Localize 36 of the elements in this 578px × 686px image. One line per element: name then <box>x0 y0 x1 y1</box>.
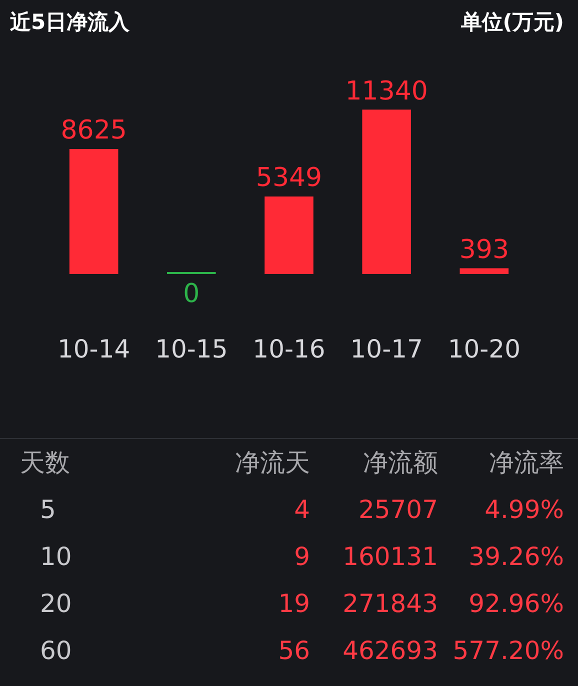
x-tick-label: 10-15 <box>155 334 228 364</box>
data-label: 0 <box>183 278 200 309</box>
text: 577.20% <box>452 635 564 667</box>
text: 19 <box>277 588 310 620</box>
text: 净流率 <box>488 447 564 479</box>
text: 60 <box>39 635 73 667</box>
data-label: 8625 <box>60 116 127 146</box>
text: 天数 <box>20 447 71 479</box>
bar <box>362 110 411 274</box>
text: 5 <box>39 494 57 526</box>
data-label: 5349 <box>256 163 322 194</box>
chart-subtitle: 单位(万元) <box>460 9 564 36</box>
bar <box>460 268 509 274</box>
text: 净流天 <box>234 447 310 479</box>
text: 271843 <box>342 588 438 620</box>
x-tick-label: 10-16 <box>252 334 326 364</box>
text: 462693 <box>342 635 438 667</box>
text: 9 <box>293 541 310 573</box>
text: 4 <box>293 494 310 526</box>
text: 25707 <box>357 494 438 526</box>
text: 4.99% <box>484 494 564 526</box>
text: 92.96% <box>468 588 564 620</box>
data-label: 393 <box>459 235 509 266</box>
x-tick-label: 10-14 <box>57 334 130 364</box>
text: 20 <box>39 588 73 620</box>
text: 56 <box>277 635 310 667</box>
text: 净流额 <box>362 447 438 479</box>
x-tick-label: 10-17 <box>350 334 423 364</box>
bar <box>69 148 118 274</box>
bar <box>264 196 314 274</box>
data-label: 11340 <box>345 76 428 106</box>
text: 39.26% <box>468 541 564 573</box>
text: 160131 <box>342 541 438 573</box>
x-tick-label: 10-20 <box>448 334 521 364</box>
chart-title: 近5日净流入 <box>10 9 130 36</box>
text: 10 <box>39 541 73 573</box>
